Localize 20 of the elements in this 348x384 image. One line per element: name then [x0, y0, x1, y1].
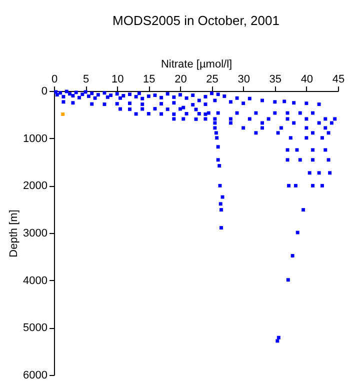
x-tick-label: 20 [174, 74, 187, 86]
y-tick-label: 6000 [23, 370, 48, 382]
chart-title: MODS2005 in October, 2001 [112, 13, 280, 28]
x-axis-title: Nitrate [µmol/l] [160, 58, 232, 70]
y-tick-label: 1000 [23, 132, 48, 145]
y-tick-label: 3000 [23, 228, 48, 240]
x-tick-label: 5 [82, 74, 90, 86]
x-tick-label: 10 [111, 74, 124, 86]
y-tick-label: 0 [41, 86, 48, 98]
y-tick-label: 5000 [23, 322, 48, 334]
x-tick-label: 40 [300, 74, 314, 86]
y-tick-label: 4000 [23, 274, 48, 287]
y-axis-title: Depth [m] [8, 210, 20, 258]
x-tick-label: 0 [51, 74, 58, 86]
x-tick-label: 30 [238, 74, 250, 86]
x-tick-label: 45 [332, 74, 345, 86]
x-tick-label: 35 [269, 74, 282, 86]
x-tick-label: 15 [143, 74, 156, 86]
x-tick-label: 25 [206, 74, 218, 86]
y-tick-label: 2000 [23, 180, 48, 192]
